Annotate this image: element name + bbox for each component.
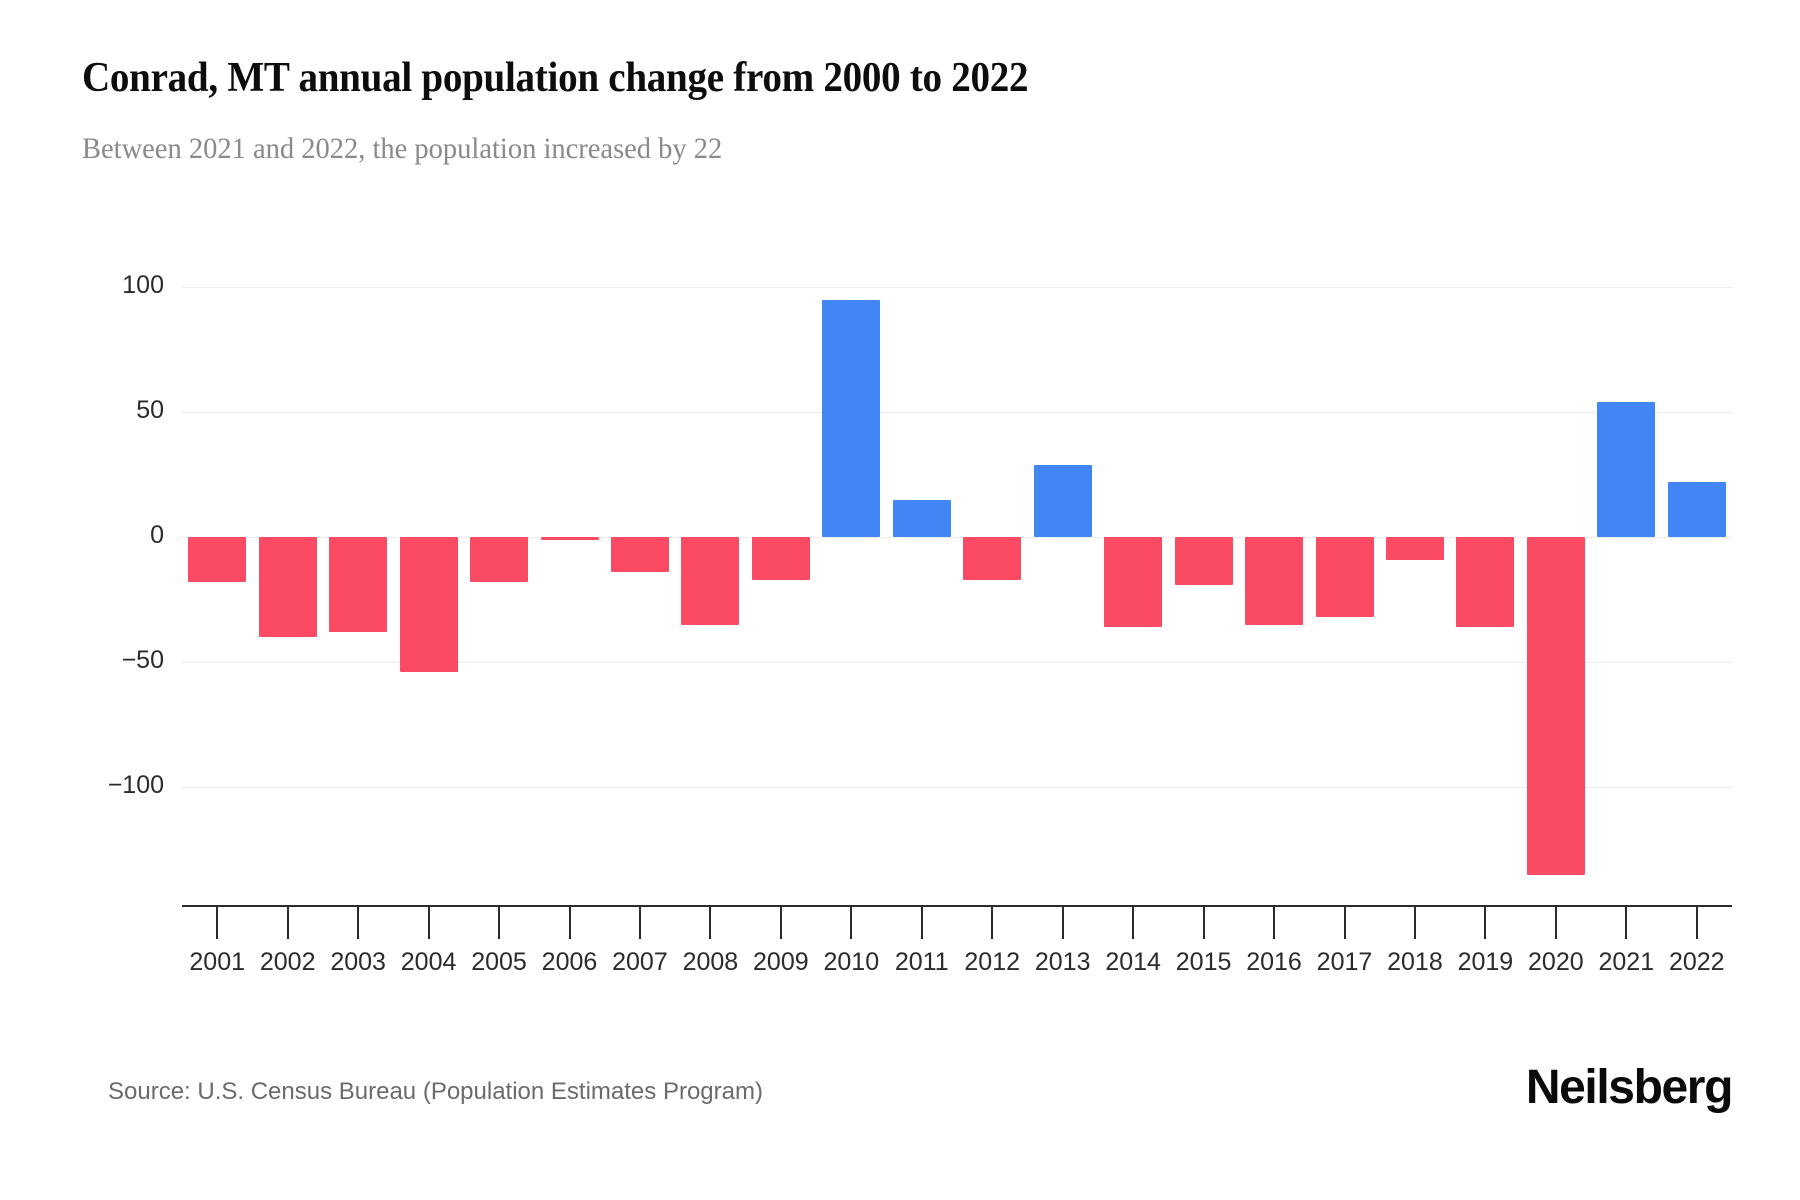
y-axis-tick-label: −100	[107, 771, 164, 799]
x-axis-tick-label: 2012	[964, 948, 1021, 976]
bar-2015[interactable]	[1174, 537, 1233, 585]
x-axis-tick-label: 2021	[1598, 948, 1655, 976]
page-subtitle: Between 2021 and 2022, the population in…	[82, 132, 723, 165]
bar-2012[interactable]	[963, 537, 1022, 580]
bar-2011[interactable]	[892, 499, 951, 537]
x-axis-tick-label: 2008	[682, 948, 739, 976]
x-axis-tick-mark	[1413, 905, 1416, 939]
x-axis-tick-label: 2015	[1175, 948, 1232, 976]
x-axis-tick-label: 2018	[1387, 948, 1443, 976]
bar-2010[interactable]	[822, 299, 881, 537]
bar-2014[interactable]	[1104, 537, 1163, 627]
x-axis-tick-mark	[1554, 905, 1557, 939]
x-axis-tick-mark	[709, 905, 712, 939]
bar-2008[interactable]	[681, 537, 740, 625]
x-axis-tick-label: 2013	[1034, 948, 1091, 976]
source-note: Source: U.S. Census Bureau (Population E…	[108, 1078, 763, 1105]
x-axis-tick-label: 2014	[1105, 948, 1161, 976]
x-axis-tick-label: 2005	[471, 948, 527, 976]
x-axis-tick-mark	[638, 905, 641, 939]
x-axis-tick-mark	[1695, 905, 1698, 939]
x-axis-tick-label: 2002	[259, 948, 316, 976]
x-axis-tick-mark	[427, 905, 430, 939]
gridline--50	[182, 662, 1732, 663]
x-axis-tick-label: 2022	[1668, 948, 1725, 976]
x-axis-tick-label: 2011	[894, 948, 949, 976]
x-axis-tick-mark	[357, 905, 360, 939]
bar-2007[interactable]	[610, 537, 669, 572]
x-axis-tick-mark	[1343, 905, 1346, 939]
x-axis-tick-mark	[286, 905, 289, 939]
bar-2003[interactable]	[329, 537, 388, 632]
gridline-0	[182, 537, 1732, 538]
x-axis-tick-mark	[1132, 905, 1135, 939]
x-axis-tick-label: 2001	[189, 948, 246, 976]
x-axis-tick-mark	[498, 905, 501, 939]
bar-2016[interactable]	[1245, 537, 1304, 625]
page-title: Conrad, MT annual population change from…	[82, 55, 1029, 101]
brand-logo: Neilsberg	[1525, 1061, 1734, 1114]
y-axis-tick-label: −50	[121, 646, 164, 674]
y-axis-tick-label: 0	[150, 521, 164, 549]
x-axis-tick-label: 2004	[400, 948, 457, 976]
y-axis-tick-label: 100	[122, 271, 164, 299]
bar-2004[interactable]	[399, 537, 458, 672]
x-axis-tick-mark	[920, 905, 923, 939]
bar-2013[interactable]	[1033, 464, 1092, 537]
x-axis-line	[182, 905, 1732, 907]
gridline-50	[182, 412, 1732, 413]
bar-2019[interactable]	[1456, 537, 1515, 627]
bar-2009[interactable]	[751, 537, 810, 580]
x-axis-tick-mark	[216, 905, 219, 939]
x-axis-tick-label: 2007	[612, 948, 668, 976]
bar-2001[interactable]	[188, 537, 247, 582]
x-axis-tick-label: 2010	[823, 948, 880, 976]
x-axis-tick-mark	[850, 905, 853, 939]
bar-2018[interactable]	[1385, 537, 1444, 560]
bar-chart-plot: 100 50 0 −50 −100 2001 2002 2003 2004 2005 2006 200…	[107, 271, 1732, 976]
x-axis-tick-mark	[779, 905, 782, 939]
bar-2021[interactable]	[1597, 402, 1656, 537]
bar-2017[interactable]	[1315, 537, 1374, 617]
x-axis-tick-label: 2020	[1528, 948, 1584, 976]
x-axis-tick-label: 2016	[1246, 948, 1302, 976]
bar-2002[interactable]	[258, 537, 317, 637]
x-axis-tick-label: 2006	[541, 948, 598, 976]
x-axis-tick-mark	[991, 905, 994, 939]
y-axis-tick-label: 50	[136, 396, 164, 424]
x-axis-tick-mark	[1061, 905, 1064, 939]
x-axis-tick-mark	[568, 905, 571, 939]
x-axis-tick-mark	[1625, 905, 1628, 939]
x-axis-tick-label: 2009	[753, 948, 809, 976]
bar-2020[interactable]	[1526, 537, 1585, 875]
x-axis-tick-mark	[1202, 905, 1205, 939]
bar-2006[interactable]	[540, 537, 599, 540]
bar-2005[interactable]	[470, 537, 529, 582]
bar-2022[interactable]	[1667, 482, 1726, 537]
gridline-100	[182, 287, 1732, 288]
x-axis-tick-mark	[1273, 905, 1276, 939]
x-axis-tick-label: 2003	[330, 948, 386, 976]
x-axis-tick-label: 2019	[1457, 948, 1514, 976]
x-axis-tick-label: 2017	[1316, 948, 1373, 976]
x-axis-tick-mark	[1484, 905, 1487, 939]
gridline--100	[182, 787, 1732, 788]
